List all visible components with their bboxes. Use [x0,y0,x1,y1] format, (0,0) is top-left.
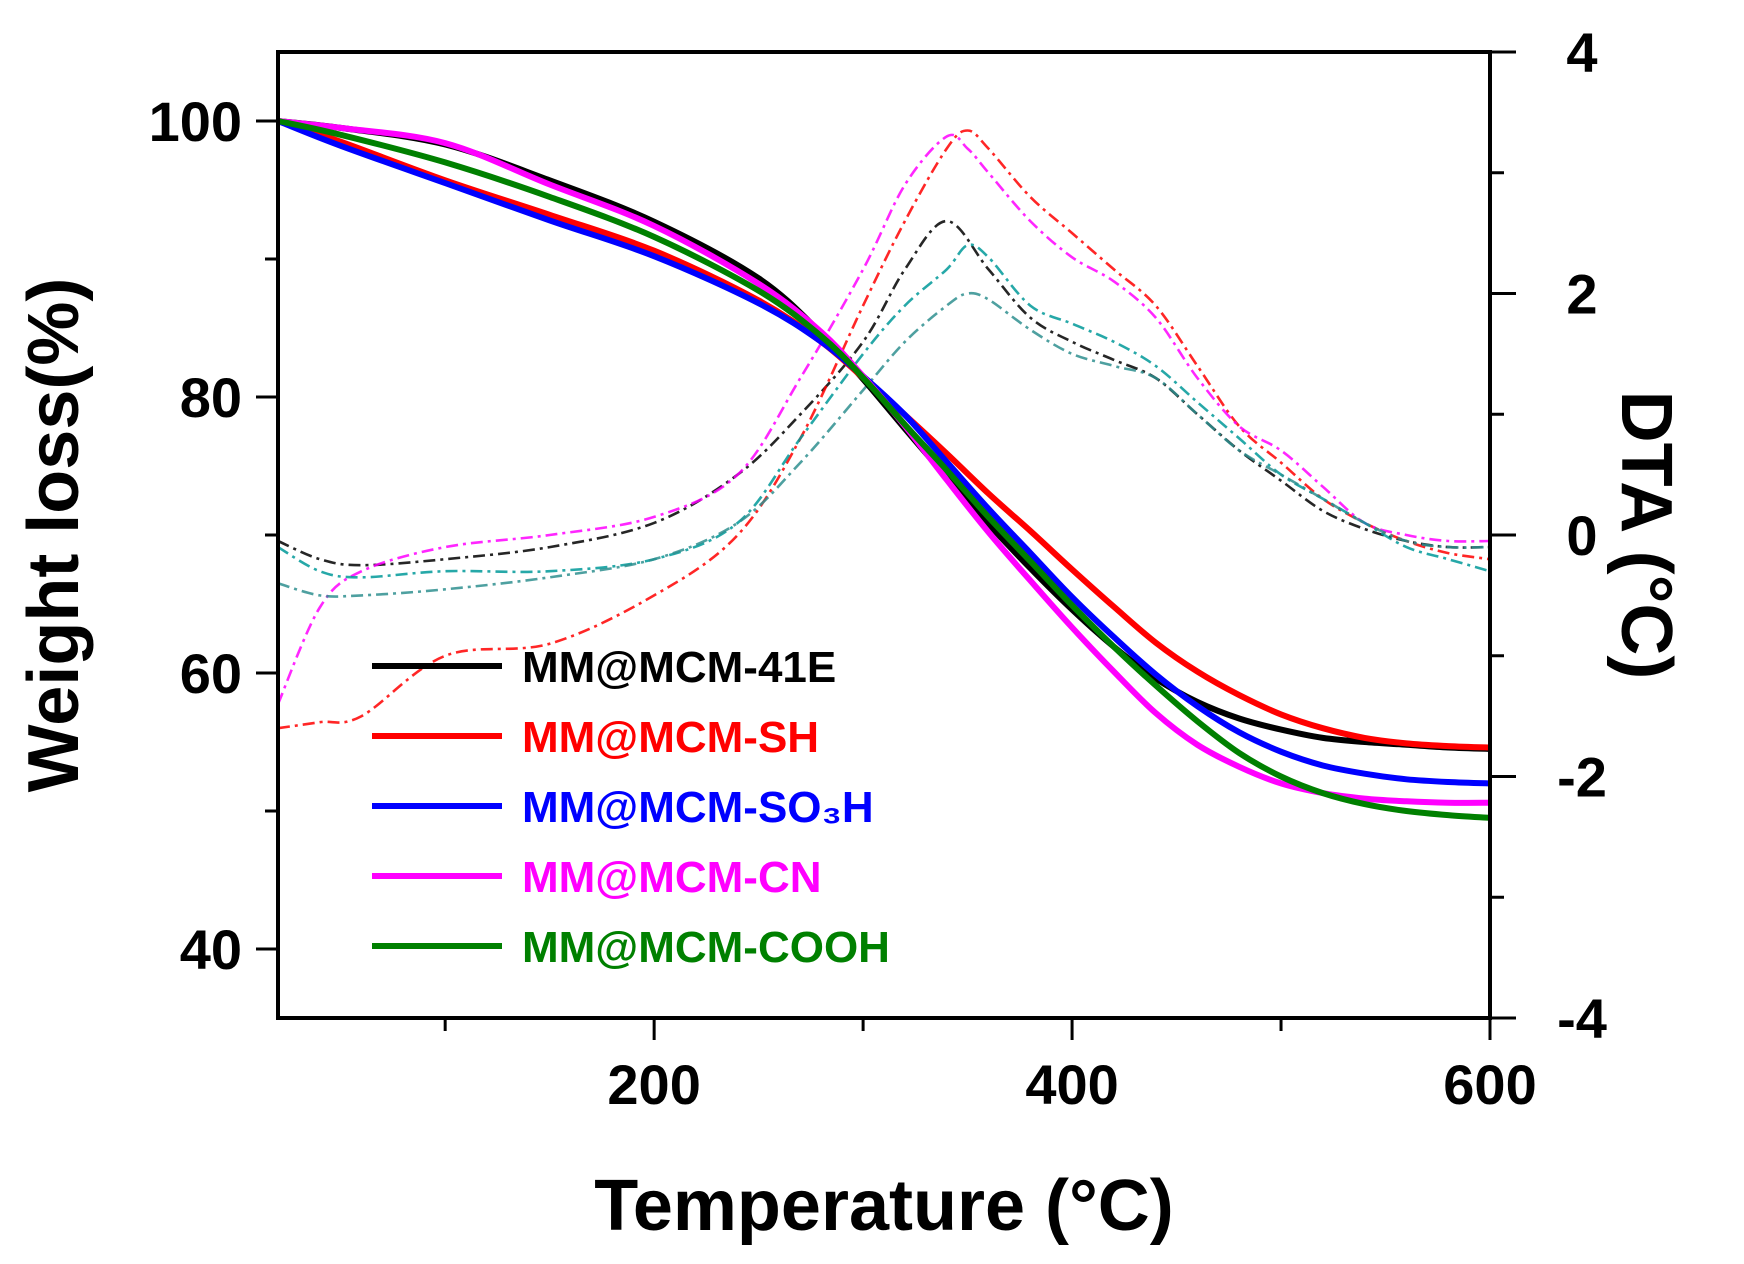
y-tick-label: 40 [180,918,242,981]
dta-line-mm-mcm-sh [277,129,1491,730]
tga-line-mm-mcm-41e [277,118,1491,752]
dta-curves [276,129,1491,730]
tga-line-mm-mcm-cn [277,118,1491,806]
dta-line-series-6 [277,291,1491,598]
x-tick-label: 200 [607,1053,700,1116]
y2-tick-label: 2 [1566,263,1597,326]
legend-label-mm-mcm-so-h: MM@MCM-SO₃H [522,783,874,832]
x-tick-label: 600 [1443,1053,1536,1116]
tga-line-mm-mcm-sh [277,118,1491,751]
y2-axis-title: DTA (°C) [1606,391,1686,680]
y-axis-title: Weight loss(%) [14,278,94,793]
dta-line-mm-mcm-cn [276,133,1491,705]
dta-line-series-5 [277,243,1491,579]
y2-tick-label: 0 [1566,504,1597,567]
legend-label-mm-mcm-sh: MM@MCM-SH [522,713,819,762]
tick-labels: 200 400 600 40 60 80 100 -4 -2 0 2 4 [149,21,1607,1116]
x-tick-label: 400 [1025,1053,1118,1116]
y2-tick-label: -4 [1557,987,1607,1050]
legend-label-mm-mcm-cn: MM@MCM-CN [522,853,822,902]
legend: MM@MCM-41E MM@MCM-SH MM@MCM-SO₃H MM@MCM-CN M… [372,643,890,972]
y-tick-label: 60 [180,642,242,705]
y2-tick-label: 4 [1566,21,1597,84]
legend-label-mm-mcm-41e: MM@MCM-41E [522,643,836,692]
tga-line-mm-mcm-so-h [276,118,1491,787]
x-axis-title: Temperature (°C) [594,1166,1174,1246]
axis-ticks [256,50,1516,1040]
y-tick-label: 80 [180,366,242,429]
y2-tick-label: -2 [1557,746,1607,809]
tga-line-mm-mcm-cooh [277,118,1491,821]
y-tick-label: 100 [149,90,242,153]
tga-curves [276,118,1491,821]
legend-label-mm-mcm-cooh: MM@MCM-COOH [522,923,890,972]
dta-line-mm-mcm-41e [277,219,1491,567]
